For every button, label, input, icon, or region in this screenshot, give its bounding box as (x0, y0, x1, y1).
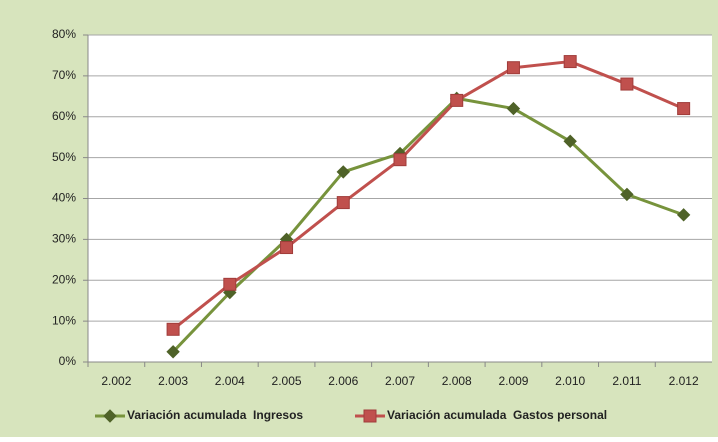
y-tick-label: 10% (52, 313, 76, 327)
y-tick-label: 60% (52, 109, 76, 123)
marker (506, 61, 520, 75)
y-tick-label: 80% (52, 27, 76, 41)
marker (563, 55, 577, 69)
marker (166, 345, 180, 359)
x-tick-label: 2.009 (498, 374, 528, 388)
marker (336, 196, 350, 210)
x-tick-label: 2.011 (612, 374, 641, 388)
marker (393, 153, 407, 167)
y-tick-label: 70% (52, 68, 76, 82)
x-tick-label: 2.005 (272, 374, 302, 388)
x-tick-label: 2.008 (442, 374, 472, 388)
x-tick-label: 2.004 (215, 374, 245, 388)
marker (280, 241, 294, 255)
y-tick-label: 40% (52, 191, 76, 205)
marker (450, 93, 464, 107)
y-tick-label: 0% (59, 354, 77, 368)
x-tick-label: 2.006 (328, 374, 358, 388)
marker (336, 165, 350, 179)
marker (563, 134, 577, 148)
y-tick-label: 30% (52, 232, 76, 246)
legend-marker (103, 409, 117, 423)
x-tick-label: 2.007 (385, 374, 415, 388)
legend-label: Variación acumulada Gastos personal (387, 408, 607, 422)
x-tick-label: 2.003 (158, 374, 188, 388)
legend-marker (363, 409, 377, 423)
x-tick-label: 2.002 (101, 374, 131, 388)
marker (620, 77, 634, 91)
x-tick-label: 2.010 (555, 374, 585, 388)
marker (677, 102, 691, 116)
legend-label: Variación acumulada Ingresos (127, 408, 303, 422)
marker (506, 101, 521, 116)
x-tick-label: 2.012 (669, 374, 699, 388)
marker (166, 322, 180, 336)
marker (676, 208, 691, 222)
series-line (172, 60, 685, 331)
marker (223, 277, 237, 291)
y-tick-label: 20% (52, 272, 76, 286)
y-tick-label: 50% (52, 150, 76, 164)
marker (620, 187, 634, 202)
